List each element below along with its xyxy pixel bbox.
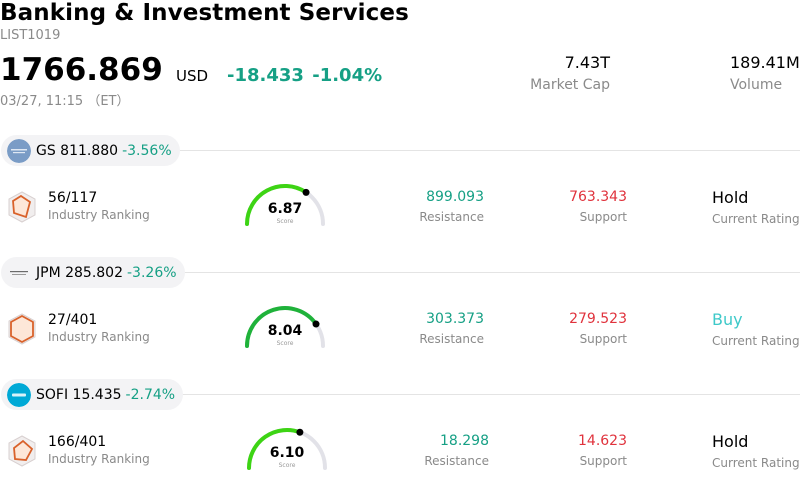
score-label: Score <box>276 218 294 225</box>
resistance-value: 303.373 <box>426 311 484 327</box>
stock-pill-gs[interactable]: GS 811.880 -3.56% <box>1 135 180 166</box>
resistance-value: 899.093 <box>426 189 484 205</box>
support-value: 14.623 <box>578 433 627 449</box>
section-divider <box>180 150 800 151</box>
ranking-shield-icon <box>8 313 36 345</box>
ticker-change: -3.56% <box>122 142 172 159</box>
currency-label: USD <box>176 67 209 85</box>
ranking-shield-icon <box>8 191 36 223</box>
support-label: Support <box>579 454 627 468</box>
ticker-change: -2.74% <box>125 386 176 403</box>
change-percent: -1.04% <box>312 65 383 86</box>
ranking-shield-icon <box>8 435 36 467</box>
industry-ranking-value: 56/117 <box>48 190 98 206</box>
page-title: Banking & Investment Services <box>0 0 409 26</box>
score-value: 8.04 <box>267 323 303 339</box>
timestamp: 03/27, 11:15 （ET） <box>0 94 130 109</box>
current-rating-label: Current Rating <box>712 212 800 226</box>
ticker-change: -3.26% <box>127 264 177 281</box>
change-value: -18.433 <box>227 65 304 86</box>
support-label: Support <box>579 210 627 224</box>
current-rating-value: Hold <box>712 432 749 451</box>
ticker-price: SOFI 15.435 <box>36 386 122 403</box>
support-value: 279.523 <box>569 311 627 327</box>
industry-ranking-label: Industry Ranking <box>48 208 150 222</box>
support-label: Support <box>579 332 627 346</box>
jpmorgan-logo-icon <box>7 260 31 285</box>
stock-pill-jpm[interactable]: JPM 285.802 -3.26% <box>1 257 185 288</box>
industry-ranking-label: Industry Ranking <box>48 452 150 466</box>
index-price: 1766.869 <box>0 52 163 88</box>
goldman-sachs-logo-icon <box>7 138 31 163</box>
industry-ranking-value: 27/401 <box>48 312 98 328</box>
resistance-label: Resistance <box>419 332 484 346</box>
market-cap-label: Market Cap <box>530 77 610 93</box>
resistance-value: 18.298 <box>440 433 489 449</box>
score-label: Score <box>278 462 296 469</box>
current-rating-value: Hold <box>712 188 749 207</box>
score-gauge <box>245 306 325 348</box>
stock-pill-sofi[interactable]: SOFI 15.435 -2.74% <box>1 379 184 410</box>
ticker-price: JPM 285.802 <box>36 264 123 281</box>
score-value: 6.10 <box>269 445 305 461</box>
volume-label: Volume <box>730 77 783 93</box>
industry-ranking-value: 166/401 <box>48 434 107 450</box>
score-label: Score <box>276 340 294 347</box>
score-gauge <box>247 428 327 470</box>
score-value: 6.87 <box>267 201 303 217</box>
list-id: LIST1019 <box>0 28 61 43</box>
industry-ranking-label: Industry Ranking <box>48 330 150 344</box>
current-rating-label: Current Rating <box>712 334 800 348</box>
section-divider <box>180 394 800 395</box>
resistance-label: Resistance <box>424 454 489 468</box>
current-rating-value: Buy <box>712 310 743 329</box>
score-gauge <box>245 184 325 226</box>
current-rating-label: Current Rating <box>712 456 800 470</box>
section-divider <box>180 272 800 273</box>
market-cap-value: 7.43T <box>564 53 610 72</box>
sofi-logo-icon <box>7 382 31 407</box>
ticker-price: GS 811.880 <box>36 142 119 159</box>
resistance-label: Resistance <box>419 210 484 224</box>
volume-value: 189.41M <box>730 53 800 72</box>
price-change: -18.433 -1.04% <box>227 65 382 86</box>
support-value: 763.343 <box>569 189 627 205</box>
